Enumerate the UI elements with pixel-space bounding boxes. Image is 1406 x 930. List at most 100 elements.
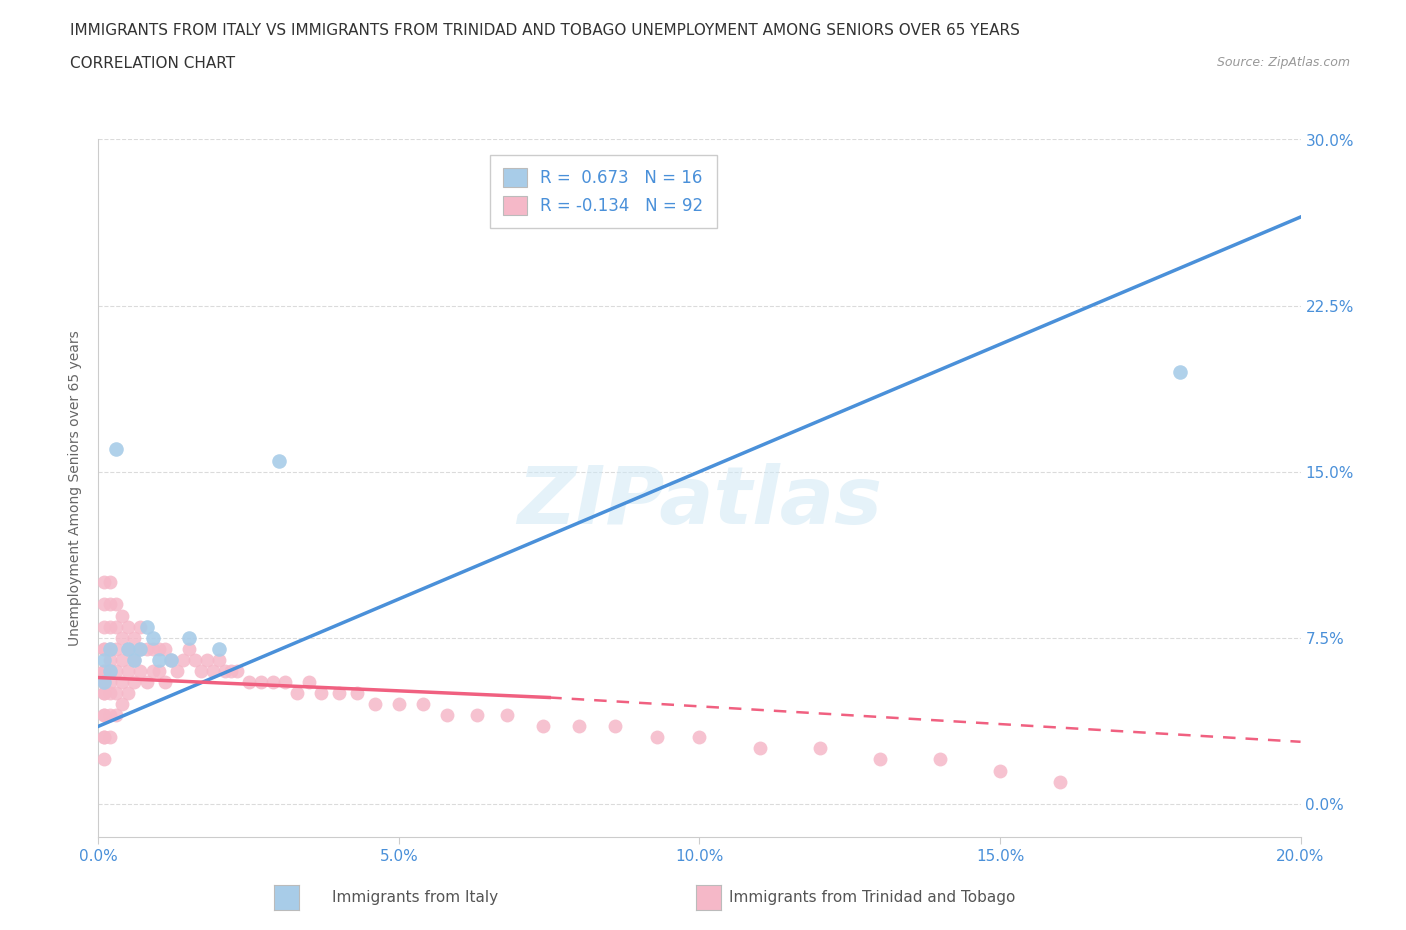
Point — [225, 663, 247, 678]
Point — [465, 708, 488, 723]
Point — [93, 674, 115, 689]
Point — [309, 685, 332, 700]
Point — [129, 663, 152, 678]
Point — [274, 674, 297, 689]
Point — [1170, 365, 1192, 379]
Point — [117, 619, 139, 634]
Point — [117, 642, 139, 657]
Point — [105, 708, 128, 723]
Point — [647, 730, 669, 745]
Point — [117, 663, 139, 678]
Text: Immigrants from Trinidad and Tobago: Immigrants from Trinidad and Tobago — [728, 890, 1015, 905]
Point — [238, 674, 260, 689]
Point — [388, 697, 411, 711]
Point — [111, 653, 134, 668]
Point — [135, 642, 157, 657]
Point — [117, 642, 139, 657]
Point — [93, 674, 115, 689]
Point — [148, 642, 170, 657]
Point — [105, 619, 128, 634]
Point — [117, 685, 139, 700]
Text: Immigrants from Italy: Immigrants from Italy — [332, 890, 498, 905]
Point — [93, 663, 115, 678]
Point — [93, 708, 115, 723]
Point — [148, 663, 170, 678]
Point — [124, 631, 146, 645]
Y-axis label: Unemployment Among Seniors over 65 years: Unemployment Among Seniors over 65 years — [69, 330, 83, 646]
Point — [328, 685, 350, 700]
Point — [100, 663, 122, 678]
Point — [262, 674, 284, 689]
Point — [568, 719, 591, 734]
Point — [105, 663, 128, 678]
Point — [177, 642, 200, 657]
Point — [93, 730, 115, 745]
Point — [100, 663, 122, 678]
Point — [412, 697, 434, 711]
Point — [100, 674, 122, 689]
Point — [346, 685, 368, 700]
Point — [153, 642, 176, 657]
Point — [436, 708, 458, 723]
Point — [105, 642, 128, 657]
Point — [93, 730, 115, 745]
Point — [135, 619, 157, 634]
Point — [100, 685, 122, 700]
Point — [988, 764, 1011, 778]
Point — [100, 597, 122, 612]
Point — [111, 631, 134, 645]
Point — [159, 653, 181, 668]
Point — [748, 741, 770, 756]
Point — [195, 653, 218, 668]
Point — [166, 663, 188, 678]
Point — [100, 653, 122, 668]
Point — [93, 642, 115, 657]
Point — [124, 674, 146, 689]
Point — [214, 663, 236, 678]
Point — [93, 653, 115, 668]
Text: IMMIGRANTS FROM ITALY VS IMMIGRANTS FROM TRINIDAD AND TOBAGO UNEMPLOYMENT AMONG : IMMIGRANTS FROM ITALY VS IMMIGRANTS FROM… — [70, 23, 1021, 38]
Point — [93, 685, 115, 700]
Point — [93, 597, 115, 612]
Point — [298, 674, 321, 689]
Point — [124, 653, 146, 668]
Point — [285, 685, 308, 700]
Point — [105, 597, 128, 612]
Point — [208, 642, 231, 657]
Point — [208, 653, 231, 668]
Point — [111, 674, 134, 689]
Point — [267, 453, 290, 468]
Point — [129, 642, 152, 657]
Point — [183, 653, 205, 668]
Point — [100, 642, 122, 657]
Point — [93, 663, 115, 678]
Point — [172, 653, 194, 668]
Point — [100, 575, 122, 590]
Point — [141, 631, 163, 645]
Point — [605, 719, 627, 734]
Point — [93, 619, 115, 634]
Point — [100, 642, 122, 657]
Text: Source: ZipAtlas.com: Source: ZipAtlas.com — [1216, 56, 1350, 69]
Point — [531, 719, 554, 734]
Point — [93, 575, 115, 590]
Point — [129, 642, 152, 657]
Point — [1049, 774, 1071, 789]
Point — [141, 642, 163, 657]
Point — [869, 752, 891, 767]
Point — [111, 697, 134, 711]
Point — [100, 619, 122, 634]
Text: CORRELATION CHART: CORRELATION CHART — [70, 56, 235, 71]
Point — [249, 674, 271, 689]
Point — [105, 442, 128, 457]
Point — [364, 697, 387, 711]
Point — [93, 708, 115, 723]
Point — [929, 752, 952, 767]
Point — [153, 674, 176, 689]
Point — [219, 663, 242, 678]
Point — [148, 653, 170, 668]
Point — [93, 685, 115, 700]
Point — [177, 631, 200, 645]
Point — [141, 663, 163, 678]
Point — [124, 653, 146, 668]
